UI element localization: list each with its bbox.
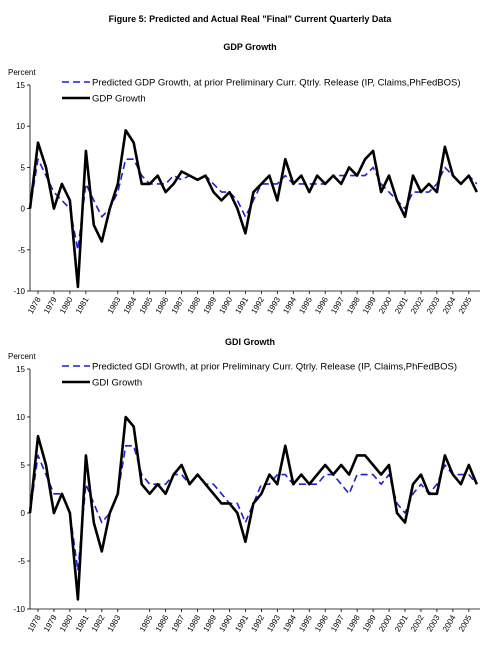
- x-tick-label: 1995: [297, 613, 314, 633]
- x-tick-label: 1992: [249, 295, 266, 315]
- x-tick-label: 1981: [74, 613, 91, 633]
- y-tick-label: 10: [16, 413, 25, 422]
- x-tick-label: 2005: [457, 613, 474, 633]
- x-tick-label: 1978: [26, 613, 43, 633]
- y-tick-label: 5: [21, 163, 26, 172]
- x-tick-label: 1995: [297, 295, 314, 315]
- legend-label: Predicted GDI Growth, at prior Prelimina…: [92, 362, 457, 373]
- x-tick-label: 1999: [361, 295, 378, 315]
- x-tick-label: 1986: [154, 613, 171, 633]
- y-tick-label: -10: [13, 605, 25, 614]
- x-tick-label: 1985: [138, 295, 155, 315]
- x-tick-label: 1979: [42, 613, 59, 633]
- y-tick-label: -5: [18, 246, 26, 255]
- x-tick-label: 1982: [90, 613, 107, 633]
- chart-title: GDP Growth: [223, 42, 276, 52]
- y-tick-label: 15: [16, 365, 25, 374]
- series-line: [28, 129, 478, 289]
- x-tick-label: 1992: [249, 613, 266, 633]
- x-tick-label: 1989: [202, 613, 219, 633]
- x-tick-label: 2005: [457, 295, 474, 315]
- legend-label: GDI Growth: [92, 378, 142, 389]
- x-tick-label: 1988: [186, 613, 203, 633]
- x-tick-label: 2004: [441, 295, 458, 315]
- x-tick-label: 1981: [74, 295, 91, 315]
- x-tick-label: 2004: [441, 613, 458, 633]
- y-tick-label: 0: [21, 509, 26, 518]
- x-tick-label: 1979: [42, 295, 59, 315]
- y-axis-label: Percent: [8, 68, 36, 77]
- x-tick-label: 1983: [106, 613, 123, 633]
- x-tick-label: 2000: [377, 295, 394, 315]
- x-tick-label: 1998: [345, 613, 362, 633]
- x-tick-label: 2002: [409, 295, 426, 315]
- x-tick-label: 1991: [233, 295, 250, 315]
- x-tick-label: 2000: [377, 613, 394, 633]
- y-tick-label: 5: [21, 461, 26, 470]
- x-tick-label: 1980: [58, 613, 75, 633]
- y-axis-label: Percent: [8, 352, 36, 361]
- x-tick-label: 1983: [106, 295, 123, 315]
- x-tick-label: 2001: [393, 613, 410, 633]
- y-tick-label: 15: [16, 81, 25, 90]
- x-tick-label: 1988: [186, 295, 203, 315]
- y-tick-label: -5: [18, 557, 26, 566]
- x-tick-label: 1990: [218, 613, 235, 633]
- series-line: [28, 415, 478, 601]
- x-tick-label: 2003: [425, 613, 442, 633]
- x-tick-label: 2001: [393, 295, 410, 315]
- x-tick-label: 1984: [122, 295, 139, 315]
- x-tick-label: 1993: [265, 295, 282, 315]
- x-tick-label: 1978: [26, 295, 43, 315]
- y-tick-label: 0: [21, 205, 26, 214]
- x-tick-label: 1998: [345, 295, 362, 315]
- legend-label: GDP Growth: [92, 94, 146, 105]
- x-tick-label: 1987: [170, 295, 187, 315]
- x-tick-label: 1991: [233, 613, 250, 633]
- x-tick-label: 1994: [281, 613, 298, 633]
- y-tick-label: 10: [16, 122, 25, 131]
- x-tick-label: 1997: [329, 613, 346, 633]
- legend-label: Predicted GDP Growth, at prior Prelimina…: [92, 78, 461, 89]
- x-tick-label: 1996: [313, 613, 330, 633]
- x-tick-label: 1987: [170, 613, 187, 633]
- figure-title: Figure 5: Predicted and Actual Real "Fin…: [109, 14, 393, 24]
- series-line: [29, 445, 478, 572]
- chart-title: GDI Growth: [225, 337, 275, 347]
- x-tick-label: 1999: [361, 613, 378, 633]
- x-tick-label: 1989: [202, 295, 219, 315]
- x-tick-label: 1994: [281, 295, 298, 315]
- y-tick-label: -10: [13, 287, 25, 296]
- x-tick-label: 1985: [138, 613, 155, 633]
- x-tick-label: 1996: [313, 295, 330, 315]
- x-tick-label: 1997: [329, 295, 346, 315]
- x-tick-label: 2003: [425, 295, 442, 315]
- x-tick-label: 1990: [218, 295, 235, 315]
- x-tick-label: 1980: [58, 295, 75, 315]
- x-tick-label: 1986: [154, 295, 171, 315]
- x-tick-label: 1993: [265, 613, 282, 633]
- series-line: [29, 158, 478, 251]
- x-tick-label: 2002: [409, 613, 426, 633]
